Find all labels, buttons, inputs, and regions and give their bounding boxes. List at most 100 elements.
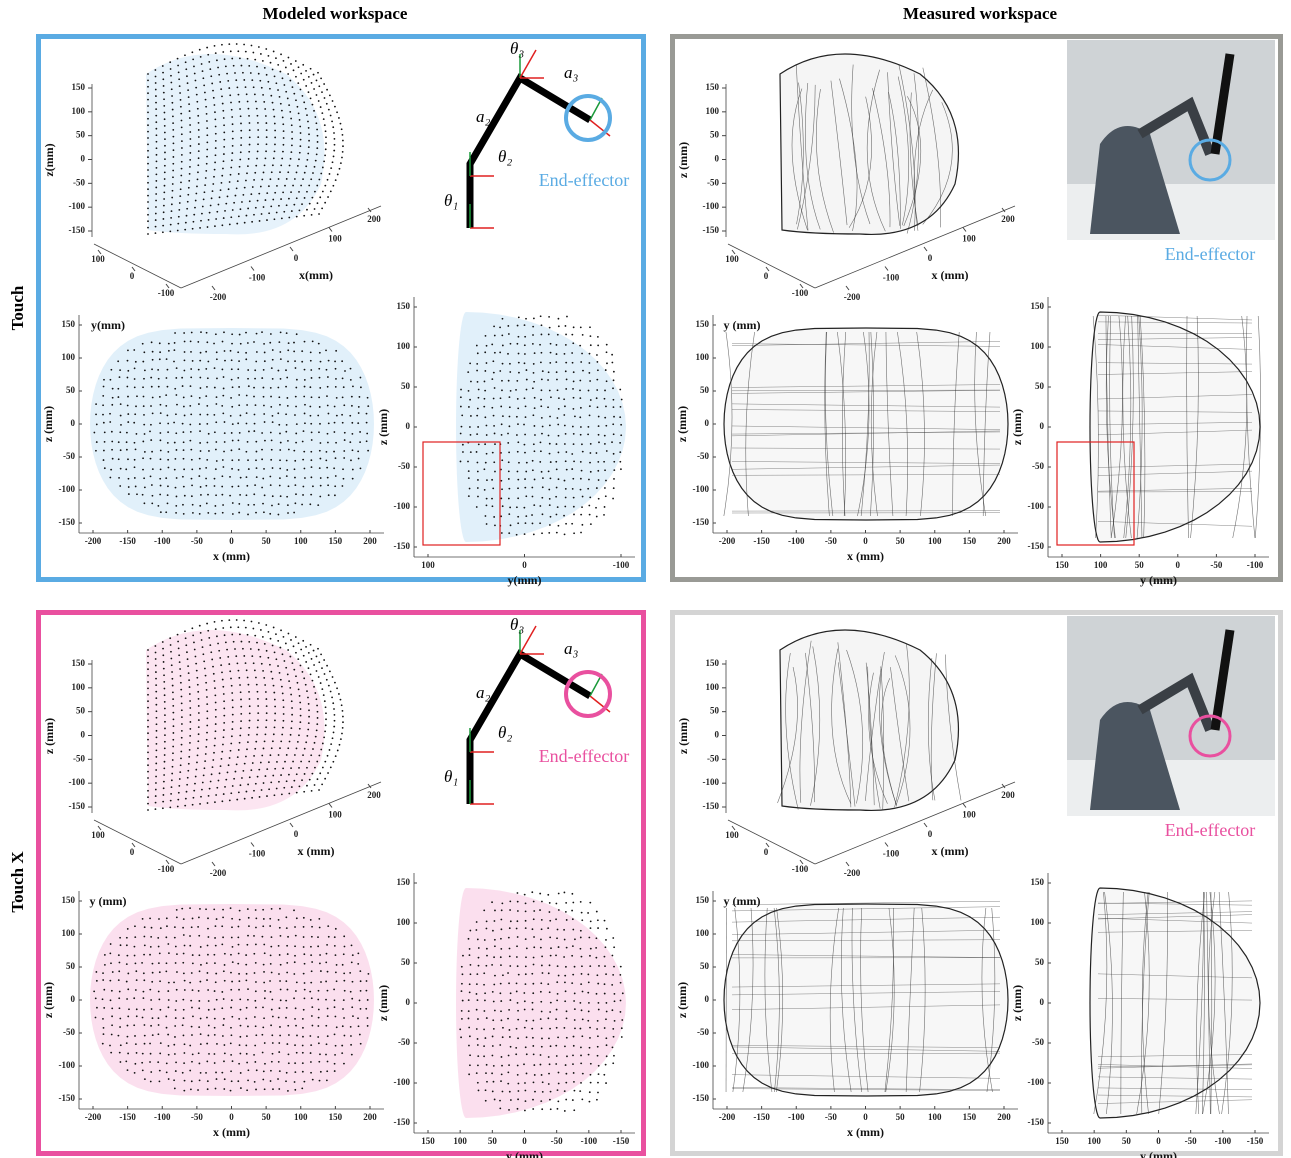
- point: [309, 1052, 312, 1054]
- point: [187, 672, 190, 675]
- trajectory: [881, 678, 897, 807]
- point: [134, 925, 136, 928]
- point: [323, 673, 326, 675]
- point: [161, 231, 164, 234]
- point: [171, 183, 174, 185]
- point: [223, 707, 226, 710]
- point: [547, 893, 550, 896]
- point: [549, 1098, 551, 1101]
- point: [210, 197, 213, 200]
- point: [195, 669, 198, 672]
- point: [206, 802, 209, 804]
- point: [280, 109, 283, 112]
- point: [285, 90, 288, 93]
- point: [178, 661, 181, 664]
- point: [327, 772, 329, 774]
- point: [493, 351, 496, 354]
- point: [475, 1072, 478, 1075]
- point: [286, 971, 289, 974]
- point: [230, 1006, 233, 1009]
- point: [163, 191, 166, 194]
- point: [237, 93, 240, 96]
- point: [477, 956, 480, 959]
- point: [206, 377, 209, 380]
- trajectory: [916, 331, 925, 517]
- point: [270, 670, 273, 673]
- point: [246, 172, 248, 175]
- point: [215, 358, 218, 361]
- point: [255, 926, 257, 929]
- point: [548, 316, 550, 318]
- point: [133, 458, 136, 461]
- point: [207, 794, 210, 797]
- point: [492, 1080, 495, 1083]
- point: [619, 460, 622, 463]
- point: [603, 992, 606, 995]
- point: [231, 137, 234, 140]
- point: [563, 514, 565, 517]
- point: [171, 677, 174, 680]
- point: [288, 104, 291, 107]
- point: [357, 457, 360, 460]
- point: [260, 789, 263, 791]
- trajectory: [732, 907, 741, 1093]
- trajectory: [986, 907, 996, 1093]
- point: [297, 82, 300, 85]
- point: [285, 927, 288, 930]
- point: [262, 395, 265, 398]
- point: [548, 389, 551, 392]
- trajectory: [860, 907, 869, 1093]
- tick-label: 0: [229, 1112, 234, 1122]
- trajectory: [1097, 914, 1253, 920]
- point: [524, 1046, 527, 1049]
- point: [204, 753, 207, 755]
- point: [125, 448, 128, 451]
- tick-label: 100: [962, 234, 976, 244]
- point: [274, 143, 276, 146]
- point: [189, 1088, 192, 1091]
- point: [223, 331, 225, 334]
- point: [338, 117, 340, 119]
- point: [343, 431, 346, 434]
- point: [491, 478, 493, 481]
- point: [282, 726, 284, 729]
- point: [295, 405, 297, 408]
- point: [228, 619, 231, 622]
- tick-label: 150: [421, 1136, 435, 1146]
- point: [524, 335, 527, 338]
- tick-label: 0: [130, 847, 135, 857]
- point: [263, 677, 266, 679]
- point: [202, 198, 205, 201]
- tick-label: 100: [72, 682, 86, 692]
- point: [306, 735, 309, 737]
- point: [199, 55, 202, 58]
- point: [317, 100, 320, 102]
- point: [109, 476, 112, 479]
- point: [509, 506, 512, 509]
- point: [533, 1074, 536, 1076]
- point: [192, 1015, 194, 1018]
- point: [291, 707, 293, 709]
- point: [548, 326, 551, 329]
- point: [579, 344, 582, 347]
- point: [533, 936, 535, 938]
- point: [147, 207, 149, 210]
- point: [574, 1027, 576, 1030]
- point: [197, 1089, 199, 1091]
- point: [163, 184, 166, 187]
- point: [275, 787, 278, 790]
- point: [597, 425, 600, 428]
- point: [493, 325, 495, 328]
- point: [212, 89, 214, 92]
- point: [179, 681, 182, 684]
- tick-label: -100: [249, 849, 266, 859]
- point: [149, 953, 151, 956]
- point: [157, 1033, 160, 1036]
- point: [289, 157, 292, 160]
- point: [274, 129, 277, 132]
- point: [155, 121, 158, 124]
- tick-label: -200: [85, 536, 102, 546]
- point: [291, 137, 294, 140]
- point: [214, 944, 217, 947]
- point: [181, 475, 184, 478]
